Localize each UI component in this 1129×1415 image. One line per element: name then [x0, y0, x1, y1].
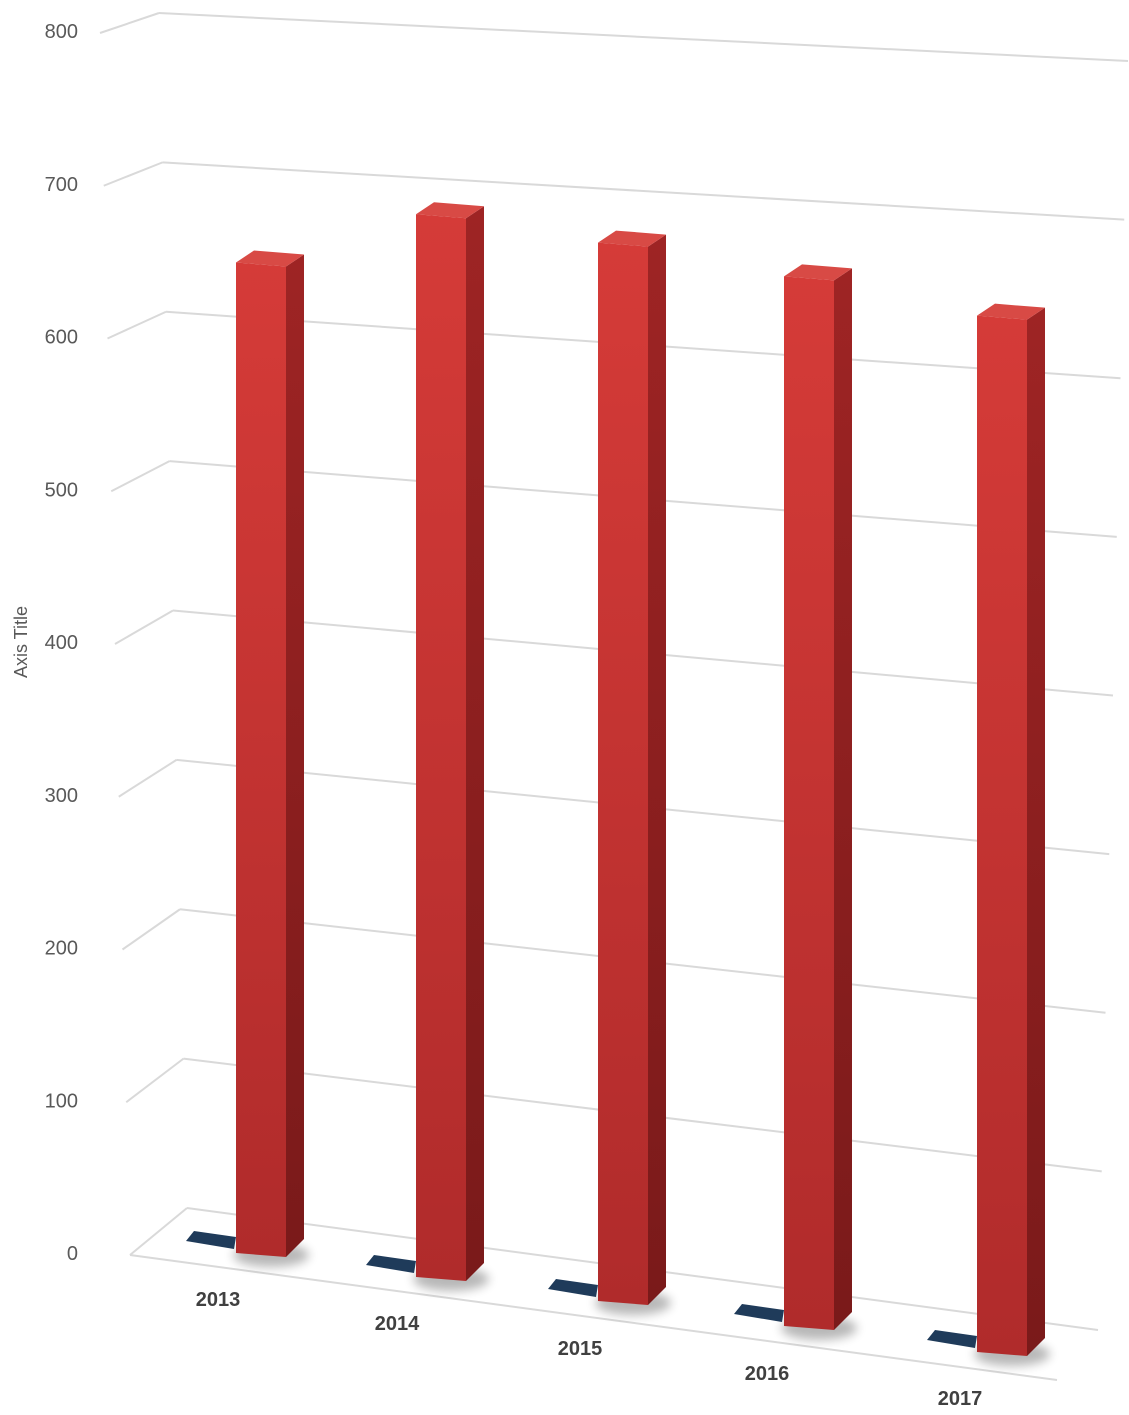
y-tick-label: 800 [45, 21, 78, 43]
x-tick-label: 2015 [558, 1338, 603, 1360]
bar-series1 [734, 1304, 784, 1322]
x-tick-label: 2013 [196, 1289, 241, 1311]
y-tick-label: 600 [45, 327, 78, 349]
floor-front-edge [129, 1254, 1058, 1381]
y-tick-label: 700 [45, 174, 78, 196]
bars [186, 202, 1045, 1356]
bar-series1 [186, 1231, 236, 1249]
bar-series2 [416, 214, 466, 1282]
bar-series2-side [286, 254, 304, 1257]
bar-series2-top [784, 264, 852, 281]
bar-series2-side [648, 234, 666, 1305]
gridline-front [99, 12, 160, 34]
bar-series2-top [416, 202, 484, 219]
y-tick-label: 100 [45, 1090, 78, 1112]
gridline-front [118, 759, 178, 798]
gridline-front [103, 161, 163, 187]
x-tick-label: 2014 [375, 1313, 420, 1335]
x-axis-category-labels: 2013 2014 2015 2016 2017 [196, 1289, 983, 1410]
bar-series1 [927, 1330, 977, 1348]
gridline-front [114, 609, 174, 645]
bar-series2-top [977, 303, 1045, 320]
bar-series1 [366, 1255, 416, 1273]
y-tick-label: 200 [45, 938, 78, 960]
gridline-front [107, 310, 167, 340]
gridline-front [125, 1057, 185, 1104]
y-tick-label: 300 [45, 785, 78, 807]
y-tick-label: 500 [45, 479, 78, 501]
gridline-front [129, 1207, 188, 1256]
x-tick-label: 2017 [938, 1388, 983, 1410]
gridline [162, 161, 1125, 221]
y-axis-tick-labels: 0 100 200 300 400 500 600 700 800 [45, 21, 78, 1265]
y-tick-label: 0 [67, 1243, 78, 1265]
bar-series2-top [598, 230, 666, 247]
gridline [158, 12, 1129, 62]
y-axis-title: Axis Title [11, 606, 31, 678]
bar-series2 [784, 276, 834, 1330]
bar-series2-top [236, 250, 304, 267]
bar-series2-side [1027, 307, 1045, 1356]
y-tick-label: 400 [45, 632, 78, 654]
x-tick-label: 2016 [745, 1363, 790, 1385]
bar-series2 [598, 242, 648, 1305]
bar-series2 [977, 315, 1027, 1356]
gridline-front [110, 460, 170, 493]
bar-series2-side [466, 206, 484, 1282]
gridline-front [121, 908, 181, 951]
bar-series2 [236, 262, 286, 1257]
bar-series1 [548, 1279, 598, 1297]
bar-series2-side [834, 268, 852, 1330]
